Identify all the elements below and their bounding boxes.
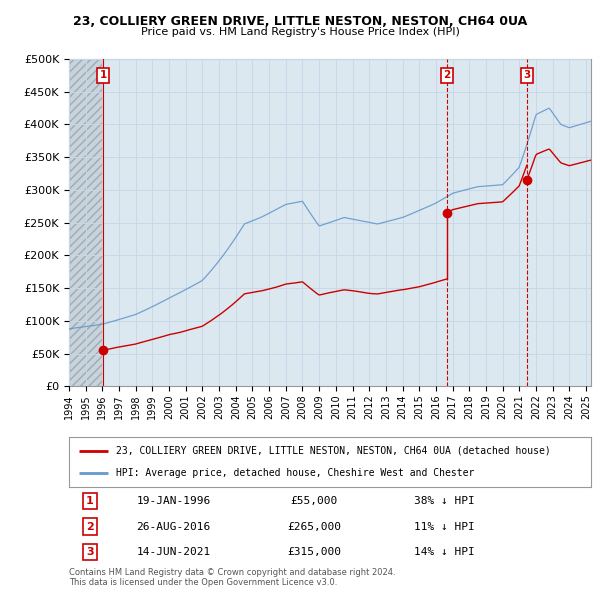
Text: 1: 1 bbox=[86, 496, 94, 506]
Text: 38% ↓ HPI: 38% ↓ HPI bbox=[415, 496, 475, 506]
Text: 14% ↓ HPI: 14% ↓ HPI bbox=[415, 547, 475, 557]
Text: 23, COLLIERY GREEN DRIVE, LITTLE NESTON, NESTON, CH64 0UA (detached house): 23, COLLIERY GREEN DRIVE, LITTLE NESTON,… bbox=[116, 445, 551, 455]
Text: Contains HM Land Registry data © Crown copyright and database right 2024.
This d: Contains HM Land Registry data © Crown c… bbox=[69, 568, 395, 587]
Text: 26-AUG-2016: 26-AUG-2016 bbox=[136, 522, 211, 532]
Text: 1: 1 bbox=[100, 70, 107, 80]
Bar bbox=[69, 59, 103, 386]
Text: £55,000: £55,000 bbox=[291, 496, 338, 506]
Text: 2: 2 bbox=[443, 70, 451, 80]
Text: 14-JUN-2021: 14-JUN-2021 bbox=[136, 547, 211, 557]
Text: 19-JAN-1996: 19-JAN-1996 bbox=[136, 496, 211, 506]
Text: 11% ↓ HPI: 11% ↓ HPI bbox=[415, 522, 475, 532]
Text: 2: 2 bbox=[86, 522, 94, 532]
Text: £265,000: £265,000 bbox=[287, 522, 341, 532]
Text: 3: 3 bbox=[523, 70, 530, 80]
Text: HPI: Average price, detached house, Cheshire West and Chester: HPI: Average price, detached house, Ches… bbox=[116, 468, 475, 478]
Text: 23, COLLIERY GREEN DRIVE, LITTLE NESTON, NESTON, CH64 0UA: 23, COLLIERY GREEN DRIVE, LITTLE NESTON,… bbox=[73, 15, 527, 28]
Text: Price paid vs. HM Land Registry's House Price Index (HPI): Price paid vs. HM Land Registry's House … bbox=[140, 27, 460, 37]
Text: £315,000: £315,000 bbox=[287, 547, 341, 557]
Text: 3: 3 bbox=[86, 547, 94, 557]
